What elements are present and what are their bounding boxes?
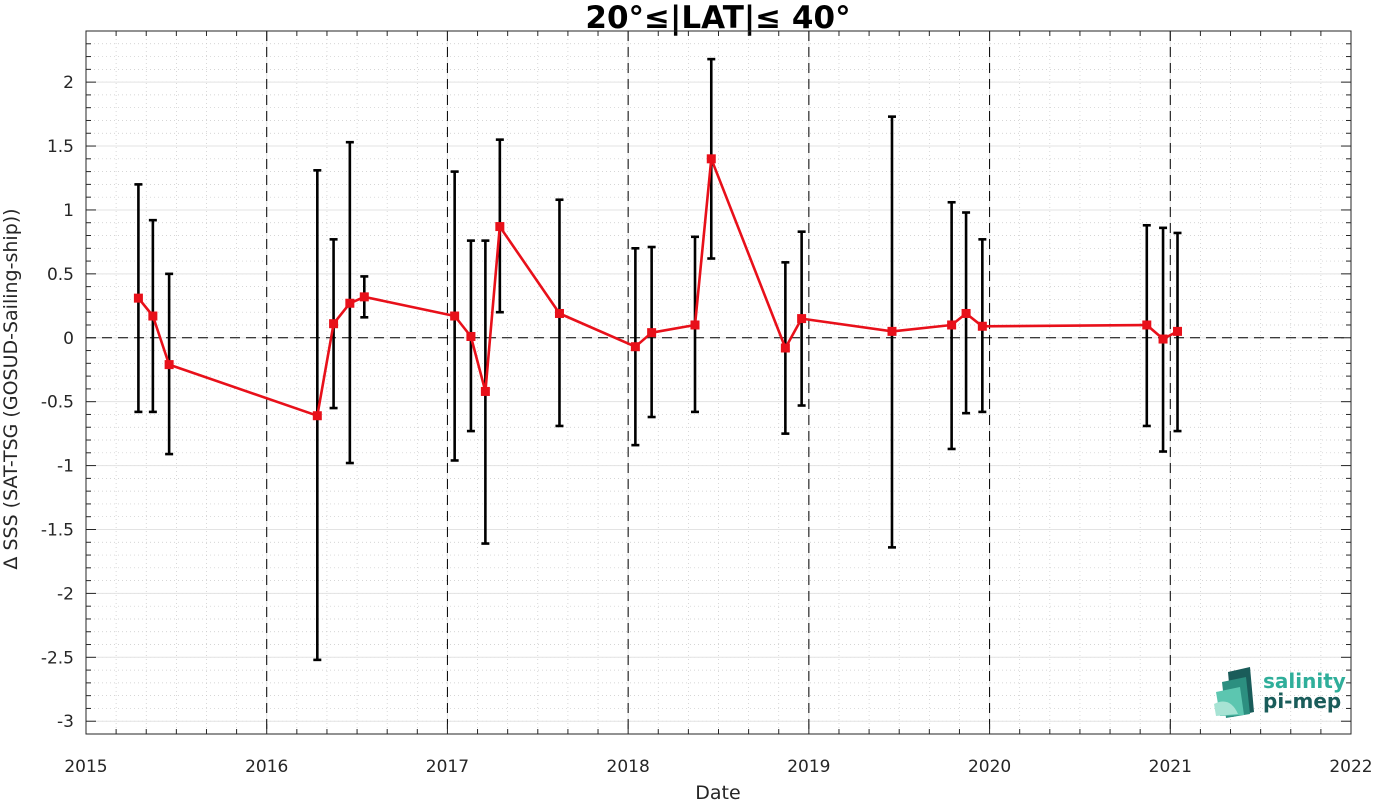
x-axis-label: Date (695, 782, 740, 801)
data-point (780, 343, 790, 353)
x-tick-label: 2018 (607, 757, 650, 777)
data-point (1158, 334, 1168, 344)
data-point (647, 328, 657, 338)
data-point (359, 292, 369, 302)
y-tick-label: -0.5 (41, 393, 74, 413)
x-tick-label: 2020 (968, 757, 1011, 777)
data-point (450, 311, 460, 321)
year-boundary-lines (266, 31, 1171, 734)
minor-grid (85, 30, 1352, 735)
y-tick-label: -1.5 (41, 520, 74, 540)
data-point (961, 308, 971, 318)
data-point (148, 311, 158, 321)
x-tick-labels: 2015 2016 2017 2018 2019 2020 2021 2022 (64, 757, 1372, 777)
data-point (164, 360, 174, 370)
data-point (312, 411, 322, 421)
x-tick-label: 2021 (1149, 757, 1192, 777)
y-tick-label: 1 (63, 201, 74, 221)
data-point (887, 326, 897, 336)
data-point (1173, 326, 1183, 336)
x-tick-label: 2019 (787, 757, 830, 777)
data-point (345, 298, 355, 308)
y-tick-label: 2 (63, 73, 74, 93)
data-point (466, 331, 476, 341)
data-point (329, 319, 339, 329)
y-axis-label: Δ SSS (SAT-TSG (GOSUD-Sailing-ship)) (0, 208, 22, 569)
logo-wave-icon (1214, 667, 1254, 718)
y-tick-label: -2 (57, 584, 74, 604)
x-tick-label: 2016 (245, 757, 288, 777)
data-point (977, 321, 987, 331)
x-tick-label: 2022 (1329, 757, 1372, 777)
y-tick-label: -3 (57, 712, 74, 732)
logo-line1: salinity (1263, 669, 1346, 693)
x-tick-label: 2017 (426, 757, 469, 777)
salinity-pi-mep-logo: salinity pi-mep (1214, 667, 1346, 718)
y-tick-label: 1.5 (47, 137, 74, 157)
data-point (495, 222, 505, 232)
data-point (554, 308, 564, 318)
major-grid (85, 31, 1352, 734)
data-point (947, 320, 957, 330)
y-tick-label: -1 (57, 457, 74, 477)
axes-box (85, 30, 1352, 735)
data-point (706, 154, 716, 164)
data-point (690, 320, 700, 330)
axis-ticks (85, 30, 1352, 735)
y-tick-label: 0 (63, 329, 74, 349)
data-point (1142, 320, 1152, 330)
data-point (133, 293, 143, 303)
y-tick-labels: -3 -2.5 -2 -1.5 -1 -0.5 0 0.5 1 1.5 2 (41, 73, 74, 732)
data-point (480, 386, 490, 396)
data-point (797, 314, 807, 324)
y-tick-label: 0.5 (47, 265, 74, 285)
chart-title: 20°≤|LAT|≤ 40° (585, 0, 850, 36)
axes-frame (85, 30, 1352, 735)
data-point (630, 342, 640, 352)
logo-line2: pi-mep (1263, 689, 1341, 713)
x-tick-label: 2015 (64, 757, 107, 777)
y-tick-label: -2.5 (41, 648, 74, 668)
series-markers (133, 154, 1183, 421)
